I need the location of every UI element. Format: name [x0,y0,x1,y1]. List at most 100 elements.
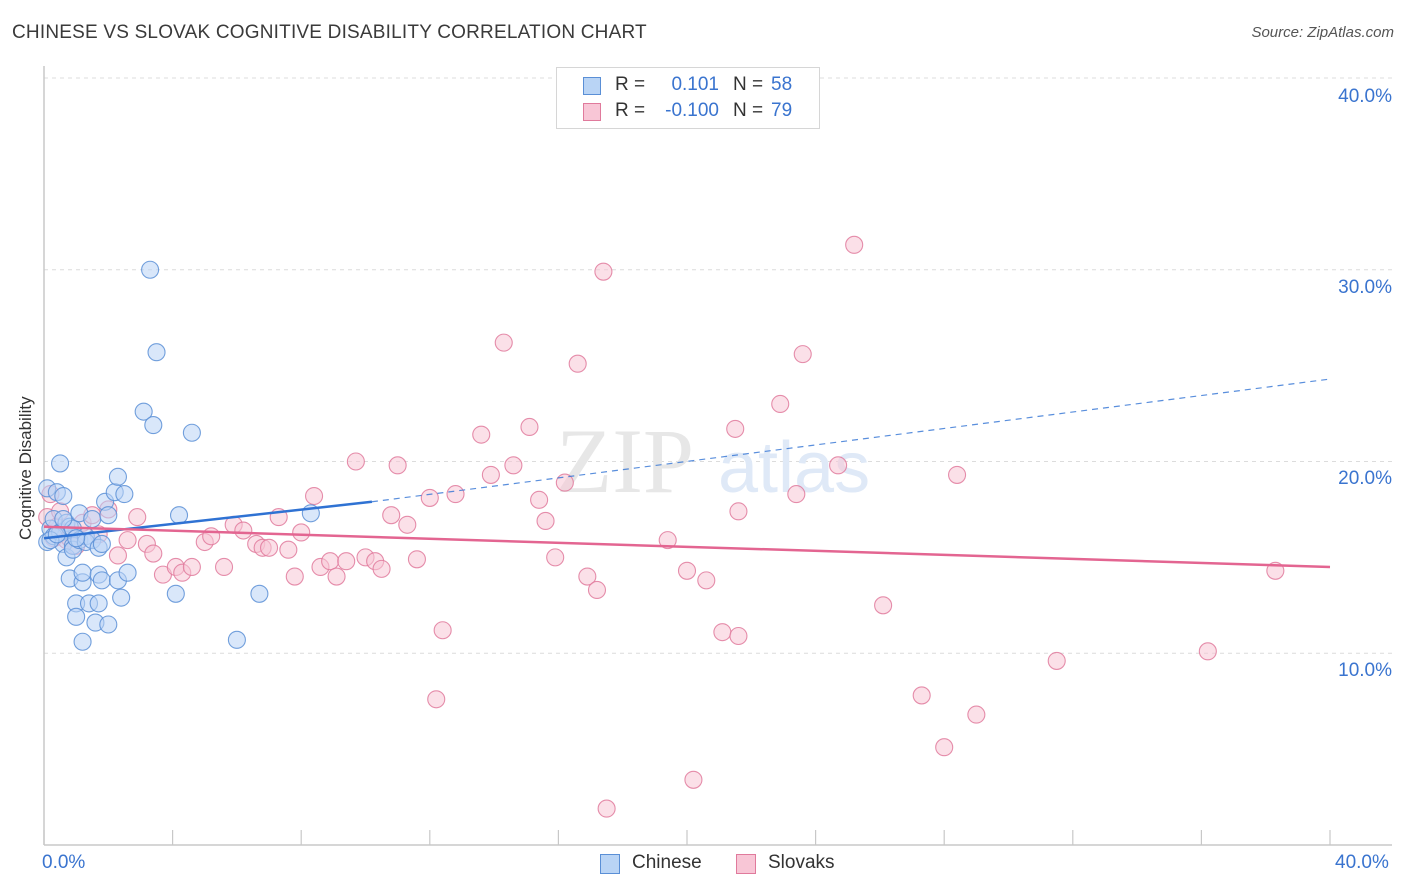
data-point [472,425,491,444]
data-point [54,509,73,529]
chinese-trend-extension [371,378,1331,503]
legend-label-chinese: Chinese [632,852,702,873]
stats-legend: R = 0.101 N = 58 R = -0.100 N = 79 [556,67,820,129]
data-point [536,511,555,530]
data-point [729,626,748,646]
data-point [112,588,131,607]
data-point [118,531,137,550]
data-point [829,456,848,475]
x-tick-label: 40.0% [1335,852,1389,873]
chart-source: Source: ZipAtlas.com [1251,24,1394,41]
data-point [73,563,92,582]
chinese-legend-swatch [600,854,620,874]
data-point [697,571,716,590]
data-point [141,260,160,279]
r-label: R = [615,74,646,95]
data-point [92,571,111,590]
data-point [115,485,134,504]
data-point [108,546,127,565]
data-point [481,465,500,484]
data-point [398,515,417,534]
data-point [144,416,163,435]
data-point [51,454,70,473]
data-point [446,485,465,504]
data-point [578,567,597,586]
y-tick-label: 40.0% [1338,86,1392,107]
data-point [729,502,748,521]
data-point [99,506,118,525]
data-point [771,394,790,414]
data-point [427,690,446,709]
data-point [967,705,986,724]
data-point [128,508,147,527]
data-point [259,538,279,557]
data-point [1198,642,1217,661]
y-axis-title: Cognitive Disability [16,396,35,540]
data-point [99,615,118,634]
data-point [530,490,549,509]
data-point [166,584,185,603]
data-point [597,799,616,818]
data-point [684,770,703,789]
data-point [494,333,513,352]
n-value-slovaks: 79 [771,100,793,121]
data-point [504,456,523,475]
data-point [382,506,401,525]
data-point [147,343,166,362]
data-point [658,531,677,550]
data-point [845,235,864,254]
data-point [92,534,111,554]
slovaks-legend-swatch [736,854,756,874]
n-value-chinese: 58 [771,74,793,95]
data-point [83,509,102,529]
data-point [388,456,407,475]
data-point [182,557,201,577]
data-point [321,552,340,571]
slovaks-swatch [583,103,601,121]
r-label: R = [615,100,646,121]
data-point [292,523,311,542]
data-point [372,559,391,578]
n-label: N = [733,100,764,121]
data-point [108,467,127,486]
stats-row-slovaks: R = -0.100 N = 79 [557,100,819,126]
chinese-trend-line [43,500,373,540]
data-point [214,557,234,577]
data-point [285,567,304,586]
r-value-slovaks: -0.100 [665,100,719,121]
n-label: N = [733,74,764,95]
data-point [67,529,86,548]
axes [43,66,1392,846]
y-tick-label: 30.0% [1338,277,1392,298]
data-point [305,486,324,506]
data-point [555,473,574,492]
data-point [787,485,806,504]
watermark-zip: ZIP [556,410,694,512]
data-point [912,686,931,705]
data-point [144,544,163,563]
r-value-chinese: 0.101 [671,74,719,95]
data-point [713,623,732,642]
gridlines [44,77,1392,654]
data-point [182,423,201,442]
data-point [568,354,587,373]
data-point [420,488,439,507]
data-point [67,607,86,626]
chinese-points [38,260,320,651]
data-point [726,419,745,438]
slovaks-trend-line [43,525,1331,569]
slovaks-points [38,235,1285,818]
data-point [250,584,269,603]
y-tick-label: 20.0% [1338,468,1392,489]
chart-title: CHINESE VS SLOVAK COGNITIVE DISABILITY C… [12,22,647,43]
y-tick-label: 10.0% [1338,660,1392,681]
data-point [407,550,426,569]
data-point [73,632,92,651]
data-point [433,621,452,640]
data-point [279,540,298,559]
data-point [935,738,954,757]
x-tick-label: 0.0% [42,852,86,873]
data-point [587,580,607,600]
chinese-swatch [583,77,601,95]
